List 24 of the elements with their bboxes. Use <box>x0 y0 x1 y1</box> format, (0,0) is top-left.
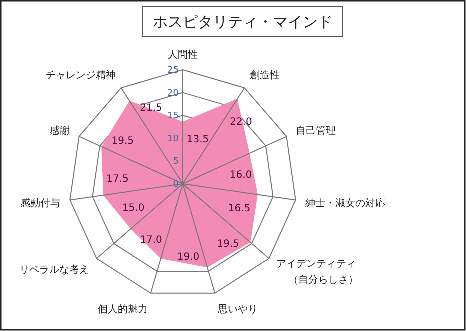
data-label: 21.5 <box>140 102 162 114</box>
spoke-label: 思いやり <box>216 304 258 316</box>
spoke-label: 紳士・淑女の対応 <box>304 198 386 210</box>
spoke-label: 感謝 <box>50 124 70 137</box>
data-label: 19.5 <box>217 239 240 250</box>
spoke-label: アイデンティティ（自分らしさ） <box>276 259 359 286</box>
spoke-label: 人間性 <box>168 49 198 61</box>
data-label: 16.0 <box>230 170 252 181</box>
data-label: 19.5 <box>112 136 134 148</box>
spoke-label: 感動付与 <box>20 198 60 210</box>
chart-title: ホスピタリティ・マインド <box>153 13 333 31</box>
spoke-label: 自己管理 <box>296 124 336 137</box>
data-label: 16.5 <box>228 203 251 214</box>
data-label: 13.5 <box>186 134 210 146</box>
data-label: 17.5 <box>106 174 129 186</box>
spoke-label: チャレンジ精神 <box>46 70 116 82</box>
spoke-label: リベラルな考え <box>19 264 90 276</box>
y-tick-label: 10 <box>168 134 180 144</box>
spoke-label: 個人的魅力 <box>98 304 148 316</box>
data-label: 19.0 <box>177 252 200 264</box>
spoke-label: 創造性 <box>250 70 280 82</box>
data-label: 17.0 <box>140 234 162 246</box>
y-tick-label: 5 <box>173 157 179 168</box>
data-label: 15.0 <box>122 202 145 214</box>
